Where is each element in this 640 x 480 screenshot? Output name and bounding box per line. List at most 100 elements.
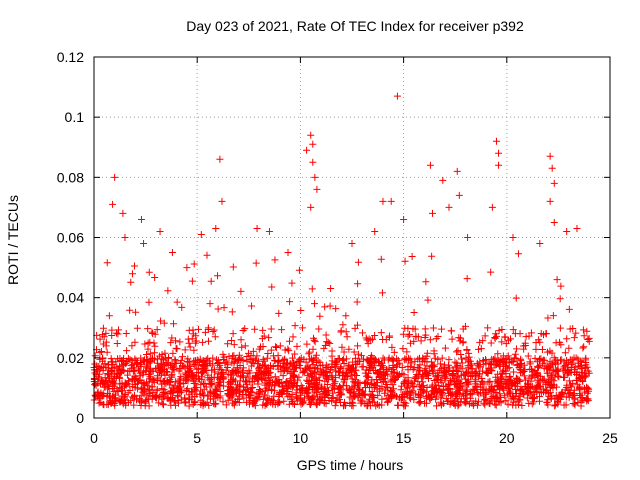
data-point bbox=[570, 334, 578, 342]
data-point bbox=[199, 392, 207, 400]
data-point bbox=[144, 325, 152, 333]
data-point bbox=[388, 386, 396, 394]
data-point bbox=[404, 366, 412, 374]
data-point bbox=[393, 92, 401, 100]
data-point bbox=[218, 197, 226, 205]
data-point bbox=[228, 337, 236, 345]
data-point bbox=[561, 367, 569, 375]
data-point bbox=[286, 375, 294, 383]
data-point bbox=[433, 392, 441, 400]
data-point bbox=[288, 354, 296, 362]
data-point bbox=[348, 240, 356, 248]
data-point bbox=[548, 380, 556, 388]
data-point bbox=[475, 370, 483, 378]
data-point bbox=[251, 395, 259, 403]
data-point bbox=[296, 364, 304, 372]
data-point bbox=[91, 369, 99, 377]
data-point bbox=[546, 362, 554, 370]
data-point bbox=[327, 365, 335, 373]
data-point bbox=[406, 395, 414, 403]
data-point bbox=[520, 361, 528, 369]
data-point bbox=[480, 396, 488, 404]
data-point bbox=[96, 394, 104, 402]
data-point bbox=[569, 400, 577, 408]
data-point bbox=[549, 384, 557, 392]
data-point bbox=[342, 382, 350, 390]
data-point bbox=[143, 363, 151, 371]
data-point bbox=[412, 390, 420, 398]
data-point bbox=[327, 285, 335, 293]
data-point bbox=[352, 354, 360, 362]
data-point bbox=[170, 320, 178, 328]
data-point bbox=[159, 400, 167, 408]
data-point bbox=[522, 333, 530, 341]
data-point bbox=[523, 394, 531, 402]
data-point bbox=[492, 373, 500, 381]
data-point bbox=[102, 342, 110, 350]
data-point bbox=[492, 389, 500, 397]
data-point bbox=[434, 355, 442, 363]
data-point bbox=[222, 401, 230, 409]
data-point bbox=[497, 399, 505, 407]
data-point bbox=[563, 363, 571, 371]
data-point bbox=[113, 329, 121, 337]
data-point bbox=[494, 395, 502, 403]
data-point bbox=[335, 355, 343, 363]
data-point bbox=[237, 336, 245, 344]
data-point bbox=[151, 274, 159, 282]
data-point bbox=[508, 381, 516, 389]
data-point bbox=[428, 209, 436, 217]
data-point bbox=[394, 356, 402, 364]
data-point bbox=[259, 395, 267, 403]
data-point bbox=[160, 356, 168, 364]
data-point bbox=[96, 335, 104, 343]
data-point bbox=[404, 332, 412, 340]
data-point bbox=[550, 354, 558, 362]
data-point bbox=[467, 365, 475, 373]
data-point bbox=[132, 374, 140, 382]
data-point bbox=[244, 384, 252, 392]
data-point bbox=[527, 329, 535, 337]
data-point bbox=[517, 385, 525, 393]
data-point bbox=[283, 377, 291, 385]
data-point bbox=[579, 326, 587, 334]
y-tick-label: 0 bbox=[76, 410, 84, 426]
data-point bbox=[322, 387, 330, 395]
data-point bbox=[169, 349, 177, 357]
data-point bbox=[248, 302, 256, 310]
data-point bbox=[112, 373, 120, 381]
data-point bbox=[565, 358, 573, 366]
data-point bbox=[399, 345, 407, 353]
data-point bbox=[255, 365, 263, 373]
data-point bbox=[548, 392, 556, 400]
data-point bbox=[248, 359, 256, 367]
data-point bbox=[351, 376, 359, 384]
data-point bbox=[459, 325, 467, 333]
data-point bbox=[453, 167, 461, 175]
data-point bbox=[406, 331, 414, 339]
data-point bbox=[295, 358, 303, 366]
data-point bbox=[354, 384, 362, 392]
data-point bbox=[377, 362, 385, 370]
data-point bbox=[549, 312, 557, 320]
data-point bbox=[553, 398, 561, 406]
data-point bbox=[170, 398, 178, 406]
data-point bbox=[437, 398, 445, 406]
data-point bbox=[182, 377, 190, 385]
data-point bbox=[575, 383, 583, 391]
data-point bbox=[113, 340, 121, 348]
data-point bbox=[379, 197, 387, 205]
data-point bbox=[535, 336, 543, 344]
data-point bbox=[141, 399, 149, 407]
data-point bbox=[415, 398, 423, 406]
data-point bbox=[315, 395, 323, 403]
data-point bbox=[406, 355, 414, 363]
data-point bbox=[560, 401, 568, 409]
data-point bbox=[457, 355, 465, 363]
data-point bbox=[214, 370, 222, 378]
data-point bbox=[145, 371, 153, 379]
data-point bbox=[129, 361, 137, 369]
data-point bbox=[235, 351, 243, 359]
data-point bbox=[190, 376, 198, 384]
data-point bbox=[197, 230, 205, 238]
